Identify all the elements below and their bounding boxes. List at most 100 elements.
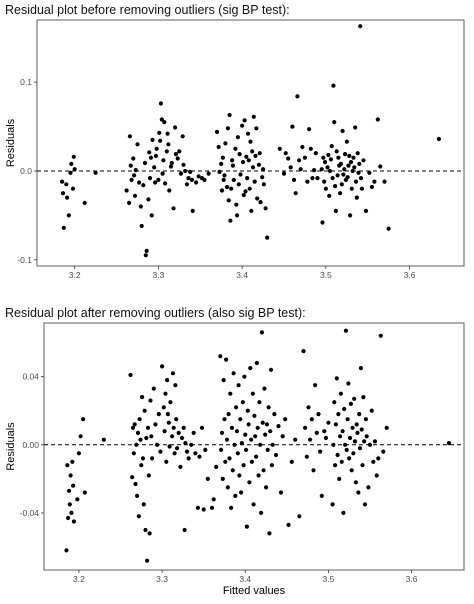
residual-point — [219, 430, 225, 435]
residual-point — [254, 454, 259, 459]
residual-point — [254, 360, 259, 366]
residual-point — [82, 490, 87, 495]
residual-point — [93, 170, 98, 175]
residual-point — [333, 463, 338, 468]
residual-point — [137, 417, 142, 422]
residual-point — [343, 442, 348, 447]
residual-point — [186, 176, 191, 181]
x-tick-label: 3.6 — [404, 270, 416, 280]
residual-point — [167, 444, 172, 449]
residual-point — [130, 425, 136, 430]
residual-point — [361, 158, 366, 163]
residual-point — [166, 420, 171, 425]
residual-point — [319, 493, 324, 498]
residual-point — [304, 454, 309, 459]
residual-point — [221, 177, 226, 182]
residual-point — [253, 153, 258, 158]
residual-point — [247, 480, 252, 485]
residual-point — [341, 510, 346, 515]
residual-point — [289, 459, 294, 464]
residual-point — [148, 398, 153, 403]
residual-point — [68, 473, 73, 478]
residual-point — [237, 152, 242, 157]
x-tick-label: 3.3 — [156, 574, 168, 584]
residual-point — [386, 226, 391, 231]
residual-point — [374, 473, 379, 478]
residual-point — [193, 451, 198, 456]
residual-point — [354, 422, 359, 427]
residual-point — [228, 218, 233, 223]
residual-point — [286, 522, 291, 527]
residual-point — [265, 447, 270, 452]
residual-point — [246, 158, 251, 163]
residual-point — [359, 427, 364, 432]
residual-point — [252, 413, 257, 418]
residual-point — [367, 442, 373, 447]
residual-point — [281, 171, 287, 176]
residual-point — [225, 126, 230, 131]
residual-point — [147, 531, 152, 536]
residual-point — [236, 182, 241, 187]
residual-point — [71, 154, 76, 159]
residual-point — [264, 422, 269, 427]
residual-point — [308, 437, 313, 442]
residual-point — [336, 155, 341, 160]
residual-point — [322, 160, 328, 165]
residual-point — [195, 505, 200, 510]
residual-point — [330, 176, 335, 181]
residual-point — [372, 439, 378, 444]
residual-point — [201, 507, 206, 512]
residual-point — [343, 328, 348, 333]
residual-point — [325, 165, 330, 170]
residual-point — [352, 165, 357, 170]
residual-point — [232, 442, 237, 447]
residual-point — [64, 548, 69, 553]
residual-point — [178, 464, 183, 469]
residual-point — [333, 184, 338, 189]
x-tick-label: 3.3 — [152, 270, 164, 280]
residual-point — [344, 139, 349, 144]
residual-point — [327, 193, 332, 198]
residual-point — [227, 456, 232, 461]
residual-point — [199, 425, 205, 430]
residual-point — [358, 176, 364, 181]
x-tick-label: 3.2 — [73, 574, 85, 584]
residual-point — [217, 169, 222, 174]
residual-point — [349, 186, 354, 191]
residual-point — [338, 161, 343, 166]
residual-point — [252, 179, 257, 184]
residual-point — [295, 94, 300, 99]
residual-point — [245, 176, 250, 181]
residual-point — [366, 485, 371, 490]
residual-point — [140, 395, 145, 400]
residual-point — [205, 476, 210, 481]
residual-point — [240, 123, 245, 128]
residual-point — [259, 330, 264, 335]
residual-point — [261, 182, 266, 187]
residual-point — [155, 442, 160, 447]
residual-point — [153, 180, 158, 185]
residual-point — [335, 173, 340, 178]
x-tick-label: 3.4 — [236, 270, 248, 280]
residual-point — [176, 430, 181, 435]
residual-point — [246, 422, 251, 427]
residual-point — [138, 204, 143, 209]
residual-point — [163, 181, 168, 186]
residual-point — [293, 437, 298, 442]
residual-point — [135, 430, 141, 435]
residual-point — [137, 180, 142, 185]
residual-point — [228, 391, 233, 396]
chart-title-after: Residual plot after removing outliers (a… — [5, 306, 306, 320]
residual-point — [243, 189, 248, 194]
residual-point — [141, 502, 146, 507]
y-tick-label: -0.1 — [17, 255, 32, 265]
residual-point — [140, 456, 146, 461]
residual-point — [141, 183, 146, 188]
residual-point — [329, 144, 334, 149]
residual-point — [233, 146, 238, 151]
residual-point — [360, 463, 365, 468]
residual-point — [257, 151, 262, 156]
residual-point — [144, 435, 149, 441]
residual-point — [239, 441, 244, 446]
residual-points — [64, 328, 452, 563]
